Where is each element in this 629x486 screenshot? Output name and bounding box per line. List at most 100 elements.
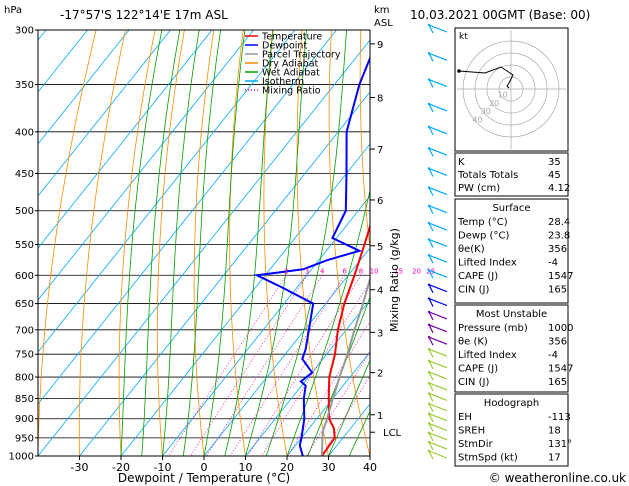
surface-box xyxy=(454,198,569,304)
isotherm-line xyxy=(38,39,370,456)
dry-adiabat-line xyxy=(193,30,215,456)
mixing-ratio-label: 8 xyxy=(359,267,363,275)
mixing-ratio-line xyxy=(190,275,308,456)
wind-barb xyxy=(427,147,448,157)
wind-barb-flag xyxy=(428,413,434,422)
index-value: 356 xyxy=(548,244,567,255)
index-label: K xyxy=(458,157,465,168)
date-title: 10.03.2021 00GMT (Base: 00) xyxy=(410,8,590,22)
km-tick-label: 6 xyxy=(377,196,383,207)
wind-barb xyxy=(427,381,448,392)
hodograph-ring-label: 10 xyxy=(498,90,508,99)
index-tables: K 35 Totals Totals 45 PW (cm) 4.12 Surface Temp… xyxy=(454,152,573,467)
index-label: Dewp (°C) xyxy=(458,231,509,242)
wind-barb xyxy=(427,167,448,177)
pressure-tick-label: 850 xyxy=(15,394,34,405)
wind-barb-dot xyxy=(427,125,431,128)
mixing-ratio-line xyxy=(229,275,345,456)
wind-barb xyxy=(427,392,448,402)
wind-barb-dot xyxy=(427,269,431,272)
wind-barb-flag xyxy=(428,441,434,451)
wind-barb-dot xyxy=(427,412,431,415)
wind-barb-flag xyxy=(428,336,434,346)
wind-barb-staff xyxy=(428,103,448,112)
wind-barb-staff xyxy=(428,371,448,380)
index-value: 45 xyxy=(548,170,561,181)
asl-label: ASL xyxy=(374,18,393,29)
dry-adiabat-line xyxy=(359,30,370,252)
pressure-tick-label: 650 xyxy=(15,299,34,310)
wind-barb-dot xyxy=(427,204,431,207)
temperature-tick-label: 30 xyxy=(322,461,336,474)
wind-barb-dot xyxy=(427,359,431,363)
dry-adiabat-line xyxy=(38,30,97,456)
temperature-tick-label: -30 xyxy=(71,461,89,474)
wind-barb-staff xyxy=(428,392,448,402)
isotherm-line xyxy=(203,247,370,456)
wind-barb-dot xyxy=(427,283,431,286)
most-unstable-title: Most Unstable xyxy=(476,309,547,320)
isotherm-line xyxy=(38,30,130,145)
mixing-ratio-labels: 2346810152025 xyxy=(284,267,435,275)
wind-barb xyxy=(427,348,448,358)
wind-barb-strip xyxy=(427,23,448,460)
index-value: 18 xyxy=(548,426,561,437)
wind-barb-flag xyxy=(428,393,434,402)
wind-barb-staff xyxy=(428,441,448,450)
wind-barb xyxy=(427,336,448,346)
wind-barb-flag xyxy=(428,360,434,370)
dry-adiabat-line xyxy=(78,30,126,456)
index-label: EH xyxy=(458,412,472,423)
temperature-tick-label: 0 xyxy=(201,461,208,474)
wind-barb-flag xyxy=(428,382,434,392)
index-label: Lifted Index xyxy=(458,258,517,269)
index-label: θe (K) xyxy=(458,337,488,348)
index-label: StmDir xyxy=(458,439,493,450)
wind-barb-flag xyxy=(428,205,434,215)
index-label: θe(K) xyxy=(458,244,485,255)
wind-barb-staff xyxy=(428,269,448,278)
isotherm-line xyxy=(38,30,213,249)
km-tick-label: 9 xyxy=(377,40,383,51)
wind-barb xyxy=(427,52,448,62)
mixing-ratio-label: 10 xyxy=(370,267,379,275)
wind-barb-staff xyxy=(428,187,448,196)
wind-barb-flag xyxy=(428,254,434,264)
wind-barb xyxy=(427,431,448,442)
pressure-tick-label: 350 xyxy=(15,80,34,91)
x-axis-title: Dewpoint / Temperature (°C) xyxy=(118,471,290,485)
wind-barb-staff xyxy=(428,147,448,156)
wind-barb xyxy=(427,125,448,136)
most-unstable-box xyxy=(454,304,569,393)
wind-barb xyxy=(427,23,448,34)
mixing-ratio-axis-title: Mixing Ratio (g/kg) xyxy=(388,228,401,332)
wind-barb xyxy=(427,440,448,451)
wind-barb-dot xyxy=(427,449,431,453)
wind-barb xyxy=(427,402,448,413)
legend-label: Parcel Trajectory xyxy=(262,50,341,61)
mixing-ratio-line xyxy=(321,374,370,456)
wind-barb-dot xyxy=(427,167,431,170)
hodograph-ring-label: 20 xyxy=(489,99,499,108)
wind-barb-flag xyxy=(428,269,434,279)
index-label: CAPE (J) xyxy=(458,271,498,282)
wind-barb-dot xyxy=(427,23,431,27)
index-label: SREH xyxy=(458,426,485,437)
wind-barb-flag xyxy=(428,450,434,460)
wind-barb-dot xyxy=(427,440,431,444)
isotherm-line xyxy=(38,30,337,405)
dry-adiabat-line xyxy=(596,30,629,456)
index-value: 4.12 xyxy=(548,183,570,194)
wind-barb-staff xyxy=(428,52,448,61)
wind-barb-flag xyxy=(428,311,434,321)
dry-adiabat-line xyxy=(328,30,370,456)
hodograph-end-marker xyxy=(457,69,461,73)
wind-barb-dot xyxy=(427,297,431,300)
wet-adiabat-line xyxy=(328,359,370,456)
index-value: 1547 xyxy=(548,364,573,375)
wet-adiabat-line xyxy=(286,188,370,456)
km-label: km xyxy=(374,5,390,16)
hodograph-trace xyxy=(458,66,514,89)
wet-adiabat-line xyxy=(162,30,200,456)
